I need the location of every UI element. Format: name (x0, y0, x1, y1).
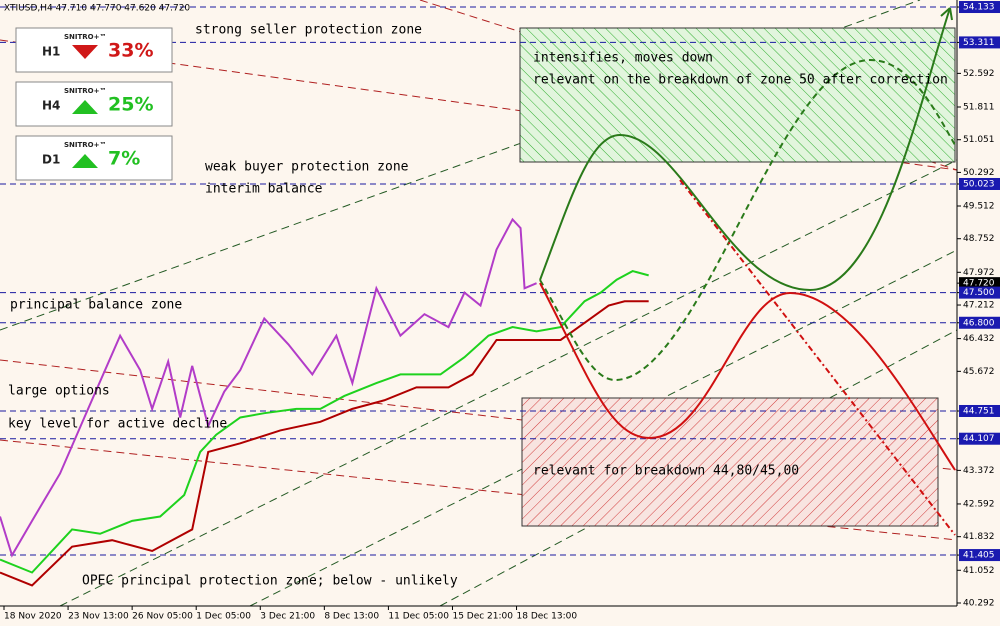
widget-box (15, 27, 173, 73)
y-tick-label: 44.751 (963, 406, 995, 416)
widget-brand: SNITRO+™ (64, 87, 107, 95)
annotation: interim balance (205, 182, 323, 197)
x-tick-label: 23 Nov 13:00 (68, 612, 129, 622)
y-tick-label: 53.311 (963, 38, 995, 48)
y-tick-label: 54.133 (963, 3, 995, 13)
widget-percent: 25% (108, 94, 153, 116)
x-tick-label: 26 Nov 05:00 (132, 612, 193, 622)
tick-label-box (959, 404, 1000, 417)
x-tick-label: 8 Dec 13:00 (324, 612, 379, 622)
y-tick-label: 41.405 (963, 551, 995, 561)
y-tick-label: 47.500 (963, 288, 995, 298)
y-tick-label: 41.832 (963, 532, 995, 542)
x-tick-label: 18 Dec 13:00 (517, 612, 578, 622)
y-tick-label: 46.800 (963, 318, 995, 328)
tick-label-box (959, 177, 1000, 190)
tick-label-box (959, 432, 1000, 445)
annotation: weak buyer protection zone (205, 160, 409, 175)
y-tick-label: 40.292 (963, 598, 995, 608)
tick-label-box (959, 36, 1000, 49)
axes: 54.133 53.311 52.592 51.811 51.051 50.29250.0… (3, 1, 1000, 622)
y-tick-label: 44.107 (963, 434, 995, 444)
sell-zone (521, 397, 939, 527)
annotation: key level for active decline (8, 417, 227, 432)
widget-timeframe: H4 (42, 99, 60, 113)
tick-label-box (959, 286, 1000, 299)
y-tick-label: 51.811 (963, 102, 995, 112)
annotation: relevant on the breakdown of zone 50 aft… (533, 73, 948, 88)
tick-label-box (959, 1, 1000, 14)
y-tick-label: 49.512 (963, 201, 995, 211)
y-tick-label: 51.051 (963, 135, 995, 145)
widget-percent: 33% (108, 40, 153, 62)
annotation: principal balance zone (10, 298, 182, 313)
widget-box (15, 81, 173, 127)
chart-title: XTIUSD,H4 47.710 47.770 47.620 47.720 (4, 4, 190, 14)
y-tick-label: 45.672 (963, 367, 995, 377)
widget-timeframe: H1 (42, 45, 60, 59)
price-line (0, 217, 537, 558)
y-tick-label: 42.592 (963, 499, 995, 509)
annotation: intensifies, moves down (533, 51, 713, 66)
y-tick-label: 47.720 (963, 279, 995, 289)
y-tick-label: 50.023 (963, 179, 995, 189)
series (0, 217, 649, 587)
widget-timeframe: D1 (42, 153, 60, 167)
y-tick-label: 47.972 (963, 268, 995, 278)
widget-arrow (72, 100, 98, 114)
y-tick-label: 46.432 (963, 334, 995, 344)
x-tick-label: 1 Dec 05:00 (196, 612, 251, 622)
buy-zone (519, 27, 956, 163)
y-tick-label: 43.372 (963, 466, 995, 476)
widget-box (15, 135, 173, 181)
price-line (0, 270, 649, 574)
y-tick-label: 52.592 (963, 69, 995, 79)
scenarios (539, 7, 956, 536)
x-tick-label: 18 Nov 2020 (4, 612, 62, 622)
widget-arrow (72, 45, 98, 59)
x-tick-label: 11 Dec 05:00 (388, 612, 449, 622)
y-tick-label: 47.212 (963, 301, 995, 311)
y-tick-label: 50.292 (963, 168, 995, 178)
x-tick-label: 3 Dec 21:00 (260, 612, 315, 622)
annotations: strong seller protection zone weak buyer… (8, 23, 948, 589)
annotation: strong seller protection zone (195, 23, 422, 38)
widget-brand: SNITRO+™ (64, 141, 107, 149)
widget-percent: 7% (108, 148, 140, 170)
tick-label-box (959, 277, 1000, 290)
x-tick-label: 15 Dec 21:00 (452, 612, 513, 622)
tick-label-box (959, 316, 1000, 329)
tick-label-box (959, 549, 1000, 562)
annotation: OPEC principal protection zone; below - … (82, 574, 458, 589)
price-line (0, 300, 649, 587)
annotation: relevant for breakdown 44,80/45,00 (533, 464, 799, 479)
widget-brand: SNITRO+™ (64, 33, 107, 41)
y-tick-label: 41.052 (963, 566, 995, 576)
widget-arrow (72, 154, 98, 168)
y-tick-label: 48.752 (963, 234, 995, 244)
annotation: large options (8, 384, 110, 399)
